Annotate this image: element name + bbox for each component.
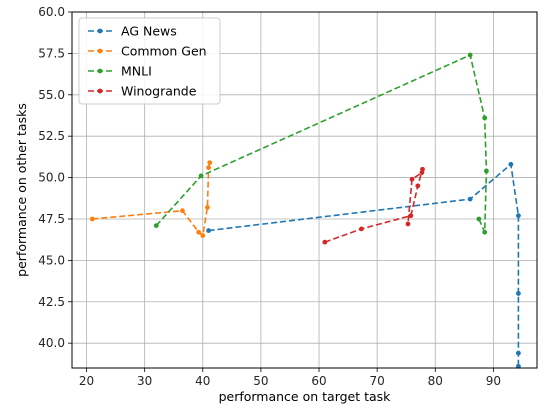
y-tick-label: 60.0: [38, 5, 65, 19]
x-tick-label: 80: [428, 374, 443, 388]
legend-item: Common Gen: [88, 44, 207, 59]
data-point: [322, 239, 328, 245]
y-axis-label: performance on other tasks: [14, 103, 29, 277]
series-mnli: [153, 52, 489, 235]
data-point: [467, 196, 473, 202]
data-point: [89, 216, 95, 222]
legend-box: [78, 17, 221, 105]
data-point: [482, 115, 488, 121]
data-point: [196, 229, 202, 235]
data-point: [198, 173, 204, 179]
x-tick-label: 30: [137, 374, 152, 388]
legend: AG News Common Gen MNLI Winogrande: [78, 17, 221, 105]
y-tick-label: 55.0: [38, 88, 65, 102]
legend-label: AG News: [121, 24, 177, 39]
x-tick-label: 70: [370, 374, 385, 388]
legend-marker: [97, 68, 103, 74]
series-line-ag-news: [208, 162, 520, 367]
data-point: [484, 168, 489, 174]
y-tick-label: 40.0: [38, 336, 65, 350]
data-point: [415, 183, 421, 189]
data-point: [180, 208, 185, 214]
y-tick-label: 57.5: [38, 46, 65, 60]
legend-item: AG News: [88, 24, 177, 39]
x-axis-label: performance on target task: [219, 389, 392, 404]
x-tick-label: 90: [486, 374, 501, 388]
data-point: [516, 291, 521, 296]
y-tick-label: 52.5: [38, 129, 65, 143]
y-tick-label: 42.5: [38, 295, 65, 309]
series-common-gen: [89, 160, 213, 238]
data-point: [206, 228, 211, 233]
data-point: [516, 213, 521, 219]
plot-frame: [71, 11, 538, 369]
legend-label: MNLI: [121, 64, 152, 79]
data-point: [153, 223, 159, 229]
series-line-common-gen: [92, 162, 211, 238]
data-point: [206, 165, 211, 171]
data-point: [508, 161, 514, 167]
x-tick-label: 20: [79, 374, 94, 388]
series-lines: [89, 52, 521, 369]
legend-marker: [97, 28, 103, 34]
legend-item: Winogrande: [88, 84, 197, 99]
x-tick-label: 60: [311, 374, 326, 388]
data-point: [516, 350, 521, 356]
data-point: [467, 52, 473, 58]
data-point: [359, 226, 364, 232]
x-tick-label: 50: [253, 374, 268, 388]
legend-item: MNLI: [88, 64, 152, 79]
y-tick-label: 47.5: [38, 212, 65, 226]
series-winogrande: [322, 166, 425, 245]
data-point: [482, 229, 488, 235]
data-point: [409, 176, 415, 182]
data-point: [476, 216, 482, 222]
y-tick-label: 45.0: [38, 253, 65, 267]
series-ag-news: [206, 161, 521, 369]
x-tick-label: 40: [195, 374, 210, 388]
legend-marker: [97, 88, 103, 94]
legend-label: Winogrande: [121, 84, 197, 99]
legend-marker: [97, 48, 103, 54]
data-point: [408, 213, 414, 219]
axis-ticks: 20 30 40 50 60 70 80 90 40.0 42.5 45.0 47.5 50.0 52.5…: [38, 5, 501, 388]
data-point: [200, 233, 206, 238]
y-tick-label: 50.0: [38, 171, 65, 185]
legend-label: Common Gen: [121, 44, 207, 59]
data-point: [205, 204, 210, 210]
series-line-winogrande: [324, 169, 424, 243]
data-point: [405, 221, 411, 227]
data-point: [207, 160, 213, 166]
data-point: [419, 170, 425, 176]
